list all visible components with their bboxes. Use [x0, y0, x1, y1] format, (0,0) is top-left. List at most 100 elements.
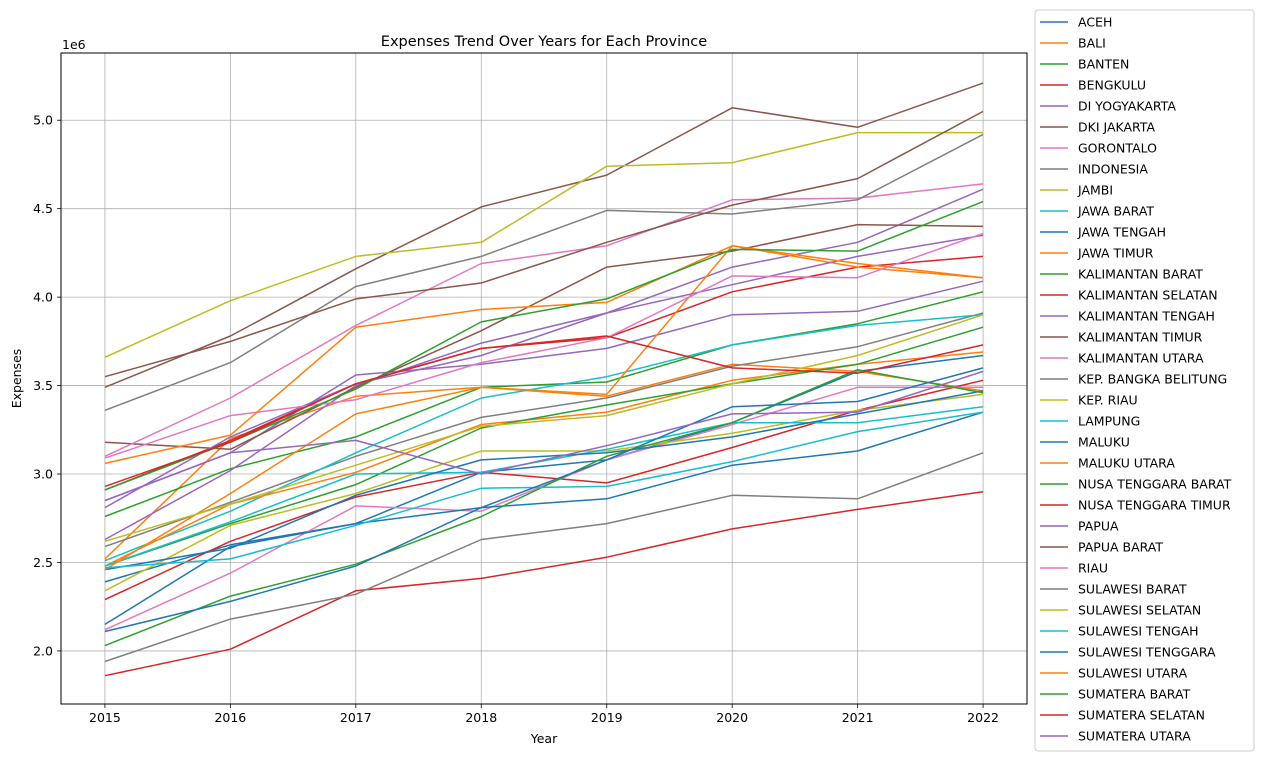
- series-line-bengkulu: [104, 379, 984, 601]
- y-tick-label: 4.0: [33, 290, 53, 305]
- legend-label: ACEH: [1078, 15, 1112, 30]
- series-line-maluku-utara: [104, 245, 984, 571]
- legend-item: KALIMANTAN TENGAH: [1040, 309, 1215, 324]
- series-line-kalimantan-timur: [104, 223, 984, 451]
- legend-label: PAPUA BARAT: [1078, 540, 1163, 555]
- legend-label: MALUKU: [1078, 435, 1130, 450]
- legend-label: SULAWESI BARAT: [1078, 582, 1187, 597]
- x-axis-label: Year: [530, 731, 558, 746]
- legend-item: KALIMANTAN BARAT: [1040, 267, 1203, 282]
- series-line-sumatera-selatan: [104, 335, 984, 488]
- legend-item: KEP. BANGKA BELITUNG: [1040, 372, 1227, 387]
- legend-item: JAMBI: [1040, 183, 1113, 198]
- y-tick-label: 5.0: [33, 113, 53, 128]
- series-line-papua-barat: [104, 110, 984, 378]
- series-line-maluku: [104, 390, 984, 571]
- series-lines: [104, 82, 984, 677]
- legend-item: BENGKULU: [1040, 78, 1146, 93]
- legend-item: NUSA TENGGARA TIMUR: [1040, 498, 1231, 513]
- y-tick-label: 4.5: [33, 201, 53, 216]
- series-line-di-yogyakarta: [104, 280, 984, 502]
- series-line-dki-jakarta: [104, 82, 984, 388]
- x-tick-label: 2016: [214, 710, 246, 725]
- series-line-riau: [104, 232, 984, 459]
- series-line-kalimantan-barat: [104, 326, 984, 567]
- legend-item: SUMATERA UTARA: [1040, 729, 1191, 744]
- legend-item: KALIMANTAN SELATAN: [1040, 288, 1218, 303]
- legend-label: SUMATERA SELATAN: [1078, 708, 1205, 723]
- legend-item: SUMATERA SELATAN: [1040, 708, 1205, 723]
- series-line-sulawesi-barat: [104, 452, 984, 663]
- series-line-kep-bangka-belitung: [104, 133, 984, 412]
- legend-label: JAWA BARAT: [1077, 204, 1154, 219]
- legend-items: ACEH BALI BANTEN BENGKULU DI YOGYAKARTA DKI J…: [1040, 15, 1232, 744]
- legend-label: GORONTALO: [1078, 141, 1157, 156]
- legend-item: SULAWESI UTARA: [1040, 666, 1188, 681]
- legend-item: NUSA TENGGARA BARAT: [1040, 477, 1232, 492]
- legend-item: BALI: [1040, 36, 1106, 51]
- x-axis-ticks: 2015 2016 2017 2018 2019 2020 2021 2022: [89, 704, 999, 725]
- legend-label: NUSA TENGGARA BARAT: [1078, 477, 1232, 492]
- x-tick-label: 2022: [967, 710, 999, 725]
- legend-label: KALIMANTAN BARAT: [1078, 267, 1203, 282]
- series-line-sulawesi-tenggara: [104, 367, 984, 633]
- legend-label: SULAWESI UTARA: [1078, 666, 1188, 681]
- series-line-banten: [104, 291, 984, 518]
- legend-item: SULAWESI BARAT: [1040, 582, 1187, 597]
- grid-lines: [61, 53, 1027, 704]
- legend-item: SULAWESI TENGGARA: [1040, 645, 1216, 660]
- legend-item: MALUKU UTARA: [1040, 456, 1175, 471]
- legend-item: DI YOGYAKARTA: [1040, 99, 1176, 114]
- legend-label: KALIMANTAN UTARA: [1078, 351, 1204, 366]
- legend-item: RIAU: [1040, 561, 1108, 576]
- series-line-sumatera-utara: [104, 370, 984, 502]
- legend-item: ACEH: [1040, 15, 1112, 30]
- legend-label: DKI JAKARTA: [1078, 120, 1155, 135]
- legend-item: SUMATERA BARAT: [1040, 687, 1191, 702]
- legend-label: JAWA TIMUR: [1077, 246, 1154, 261]
- x-tick-label: 2017: [340, 710, 372, 725]
- chart-title: Expenses Trend Over Years for Each Provi…: [381, 34, 707, 50]
- series-line-sulawesi-tengah: [104, 411, 984, 569]
- legend-box: [1034, 9, 1255, 752]
- series-line-nusa-tenggara-timur: [104, 490, 984, 677]
- legend-label: SULAWESI SELATAN: [1078, 603, 1201, 618]
- series-line-jawa-barat: [104, 314, 984, 562]
- y-axis-label: Expenses: [9, 349, 24, 409]
- series-line-jawa-tengah: [104, 411, 984, 626]
- legend-item: JAWA TIMUR: [1040, 246, 1154, 261]
- y-tick-label: 2.5: [33, 555, 53, 570]
- legend-label: SULAWESI TENGAH: [1078, 624, 1199, 639]
- series-line-lampung: [104, 406, 984, 567]
- legend-label: LAMPUNG: [1078, 414, 1140, 429]
- legend-item: PAPUA BARAT: [1040, 540, 1163, 555]
- y-tick-label: 3.5: [33, 378, 53, 393]
- legend-label: KALIMANTAN SELATAN: [1078, 288, 1218, 303]
- legend-label: JAWA TENGAH: [1077, 225, 1166, 240]
- legend-label: KEP. BANGKA BELITUNG: [1078, 372, 1227, 387]
- legend-item: KALIMANTAN TIMUR: [1040, 330, 1203, 345]
- x-tick-label: 2018: [465, 710, 497, 725]
- series-line-nusa-tenggara-barat: [104, 368, 984, 647]
- series-line-gorontalo: [104, 386, 984, 631]
- legend-label: JAMBI: [1077, 183, 1113, 198]
- legend-item: KEP. RIAU: [1040, 393, 1138, 408]
- y-axis-ticks: 2.0 2.5 3.0 3.5 4.0 4.5 5.0: [33, 113, 61, 658]
- series-line-indonesia: [104, 312, 984, 548]
- legend-label: DI YOGYAKARTA: [1078, 99, 1176, 114]
- legend-label: SULAWESI TENGGARA: [1078, 645, 1216, 660]
- series-line-kep-riau: [104, 393, 984, 592]
- x-tick-label: 2019: [591, 710, 623, 725]
- series-line-kalimantan-tengah: [104, 188, 984, 541]
- series-line-sumatera-barat: [104, 200, 984, 491]
- legend-label: SUMATERA UTARA: [1078, 729, 1191, 744]
- legend-item: DKI JAKARTA: [1040, 120, 1155, 135]
- x-tick-label: 2015: [89, 710, 121, 725]
- legend-item: JAWA TENGAH: [1040, 225, 1166, 240]
- legend-item: INDONESIA: [1040, 162, 1148, 177]
- legend-item: KALIMANTAN UTARA: [1040, 351, 1204, 366]
- series-line-sulawesi-selatan: [104, 314, 984, 543]
- series-line-kalimantan-utara: [104, 183, 984, 457]
- legend-item: LAMPUNG: [1040, 414, 1140, 429]
